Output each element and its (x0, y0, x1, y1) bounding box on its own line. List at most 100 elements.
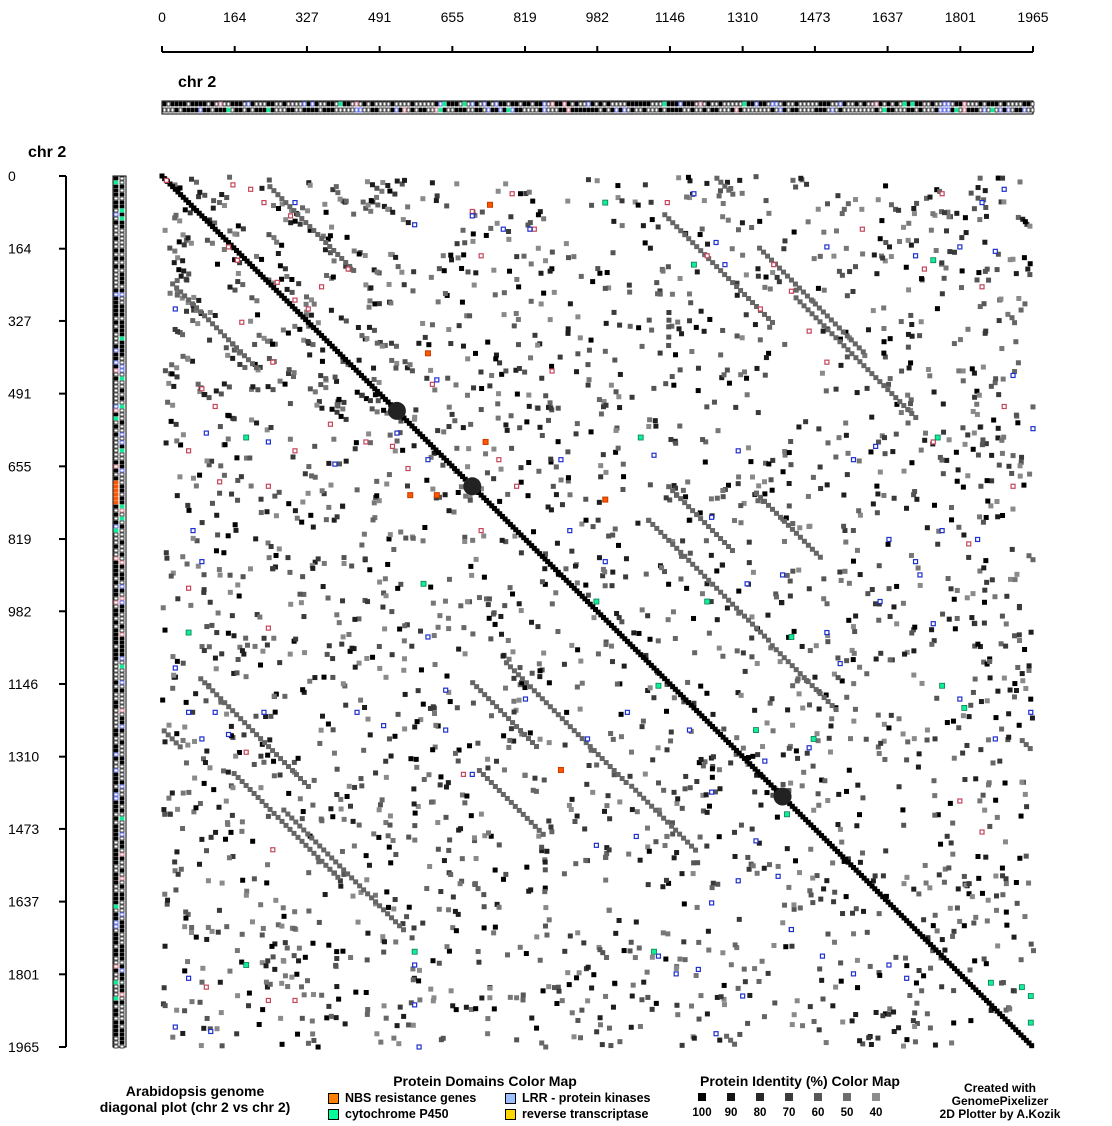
homology-point (718, 179, 724, 185)
homology-point (218, 329, 224, 335)
homology-point (165, 897, 171, 903)
homology-point (455, 911, 461, 917)
homology-point (334, 514, 340, 520)
homology-point (825, 699, 831, 705)
y-track-gene (119, 416, 125, 421)
diagonal-point (723, 737, 729, 743)
y-track-gene (113, 840, 119, 845)
y-track-gene (119, 556, 125, 561)
diagonal-point (542, 556, 548, 562)
y-tick-label: 1146 (8, 676, 38, 692)
homology-point (312, 675, 318, 681)
homology-point (637, 791, 643, 797)
identity-label: 40 (869, 1107, 883, 1119)
homology-point (231, 633, 237, 639)
homology-point (163, 550, 169, 556)
homology-point (611, 768, 617, 774)
x-track-gene (250, 101, 255, 107)
homology-point (960, 425, 966, 431)
nbs-point (771, 262, 777, 268)
homology-point (374, 1031, 380, 1037)
x-track-gene (662, 107, 667, 113)
homology-point (816, 426, 822, 432)
homology-point (603, 641, 609, 647)
homology-point (629, 783, 635, 789)
homology-point (900, 731, 906, 737)
homology-point (924, 727, 930, 733)
homology-point (790, 568, 796, 574)
y-track-gene (113, 760, 119, 765)
x-track-gene (206, 101, 211, 107)
homology-point (162, 1003, 168, 1009)
homology-point (953, 449, 959, 455)
diagonal-point (241, 255, 247, 261)
homology-point (418, 717, 424, 723)
x-track-gene (498, 107, 503, 113)
x-track-gene (534, 101, 539, 107)
x-track-gene (286, 101, 291, 107)
diagonal-point (494, 508, 500, 514)
homology-point (586, 347, 592, 353)
y-track-gene (119, 560, 125, 565)
y-track-gene (119, 340, 125, 345)
homology-point (352, 446, 358, 452)
homology-point (649, 954, 655, 960)
homology-point (736, 588, 742, 594)
homology-point (512, 803, 518, 809)
x-track-gene (974, 107, 979, 113)
homology-point (687, 550, 693, 556)
homology-point (505, 491, 511, 497)
homology-point (700, 808, 706, 814)
homology-point (980, 792, 986, 798)
homology-point (609, 583, 615, 589)
x-track-gene (458, 101, 463, 107)
diagonal-point (803, 817, 809, 823)
diagonal-point (441, 455, 447, 461)
homology-point (674, 492, 680, 498)
homology-point (427, 863, 433, 869)
x-track-gene (950, 107, 955, 113)
homology-point (223, 836, 229, 842)
homology-point (457, 881, 463, 887)
y-track-gene (119, 840, 125, 845)
homology-point (404, 365, 410, 371)
homology-point (702, 573, 708, 579)
diagonal-point (640, 654, 646, 660)
homology-point (851, 931, 857, 937)
homology-point (744, 392, 750, 398)
homology-point (1004, 593, 1010, 599)
homology-point (367, 298, 373, 304)
homology-point (882, 451, 888, 457)
homology-point (893, 206, 899, 212)
y-track-gene (119, 660, 125, 665)
y-track-gene (113, 756, 119, 761)
homology-point (908, 312, 914, 318)
homology-point (213, 829, 219, 835)
diagonal-point (585, 599, 591, 605)
homology-point (875, 712, 881, 718)
homology-point (793, 858, 799, 864)
diagonal-point (188, 202, 194, 208)
y-track-gene (119, 568, 125, 573)
y-track-gene (113, 416, 119, 421)
homology-point (1018, 307, 1024, 313)
homology-point (171, 672, 177, 678)
homology-point (266, 744, 272, 750)
homology-point (695, 365, 701, 371)
x-track-gene (770, 107, 775, 113)
homology-point (601, 808, 607, 814)
homology-point (600, 950, 606, 956)
homology-point (582, 826, 588, 832)
homology-point (441, 858, 447, 864)
homology-point (405, 220, 411, 226)
homology-point (657, 811, 663, 817)
homology-point (948, 840, 954, 846)
homology-point (702, 459, 708, 465)
homology-point (551, 289, 557, 295)
homology-point (1013, 412, 1019, 418)
x-track-gene (806, 101, 811, 107)
homology-point (704, 1011, 710, 1017)
x-track-gene (878, 101, 883, 107)
x-track-gene (434, 101, 439, 107)
x-track-gene (438, 107, 443, 113)
